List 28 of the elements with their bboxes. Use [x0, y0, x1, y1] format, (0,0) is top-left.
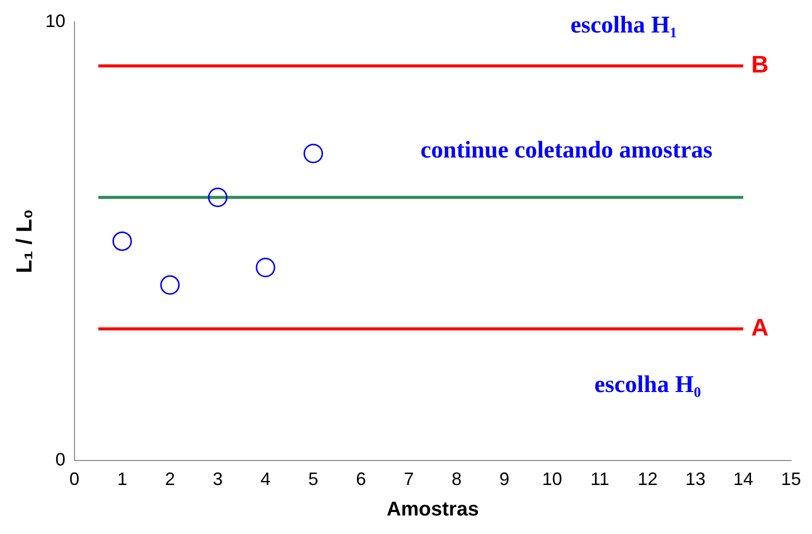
x-tick-label: 10: [542, 469, 562, 490]
point: [112, 231, 132, 251]
x-tick-label: 0: [69, 469, 80, 490]
point: [160, 275, 180, 295]
x-tick-label: 6: [356, 469, 366, 490]
series-label: B: [751, 51, 769, 78]
x-tick-label: 13: [685, 469, 706, 490]
x-axis-title: Amostras: [386, 498, 479, 521]
x-tick-label: 4: [260, 469, 271, 490]
x-tick-label: 9: [499, 469, 510, 490]
x-tick-label: 14: [733, 469, 754, 490]
x-tick-label: 15: [780, 469, 802, 490]
x-tick-label: 7: [404, 469, 414, 490]
annotation: escolha H₀: [594, 372, 701, 398]
y-axis-title: L₁ / L₀: [11, 209, 36, 274]
x-tick-label: 1: [117, 469, 128, 490]
point: [256, 258, 276, 278]
annotation: escolha H₁: [570, 12, 678, 39]
annotation: continue coletando amostras: [420, 138, 712, 164]
point: [304, 144, 324, 164]
x-tick-label: 2: [164, 469, 175, 490]
x-tick-label: 11: [590, 469, 610, 490]
x-tick-label: 8: [452, 469, 462, 490]
series-label: A: [751, 314, 769, 342]
x-tick-label: 12: [638, 469, 658, 490]
x-tick-label: 5: [308, 469, 318, 490]
x-tick-label: 3: [212, 469, 223, 490]
point: [208, 188, 228, 208]
